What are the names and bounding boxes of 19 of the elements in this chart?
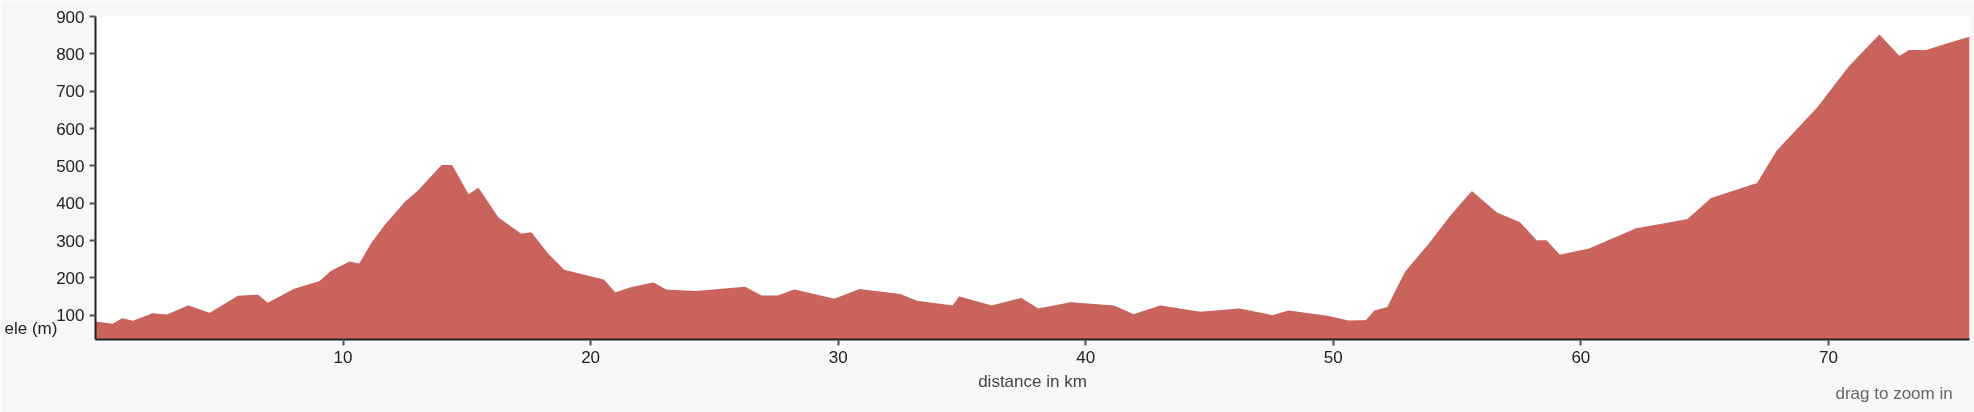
y-tick-label: 200 xyxy=(56,268,85,288)
y-tick-label: 400 xyxy=(56,194,85,214)
y-tick-label: 100 xyxy=(56,306,85,326)
x-tick-label: 30 xyxy=(828,347,848,367)
y-tick-label: 600 xyxy=(56,119,85,139)
y-tick-label: 700 xyxy=(56,82,85,102)
y-tick-label: 900 xyxy=(56,7,85,27)
y-axis-title: ele (m) xyxy=(4,318,58,338)
text: drag to zoom in xyxy=(1835,383,1953,403)
x-tick-label: 50 xyxy=(1323,347,1343,367)
x-tick-label: 40 xyxy=(1076,347,1096,367)
x-tick-label: 60 xyxy=(1571,347,1591,367)
y-tick-label: 800 xyxy=(56,44,85,64)
y-tick-label: 300 xyxy=(56,231,85,251)
x-tick-label: 10 xyxy=(333,347,353,367)
x-tick-label: 70 xyxy=(1818,347,1838,367)
x-tick-label: 20 xyxy=(581,347,601,367)
y-tick-label: 500 xyxy=(56,156,85,176)
x-axis-title: distance in km xyxy=(978,371,1087,391)
